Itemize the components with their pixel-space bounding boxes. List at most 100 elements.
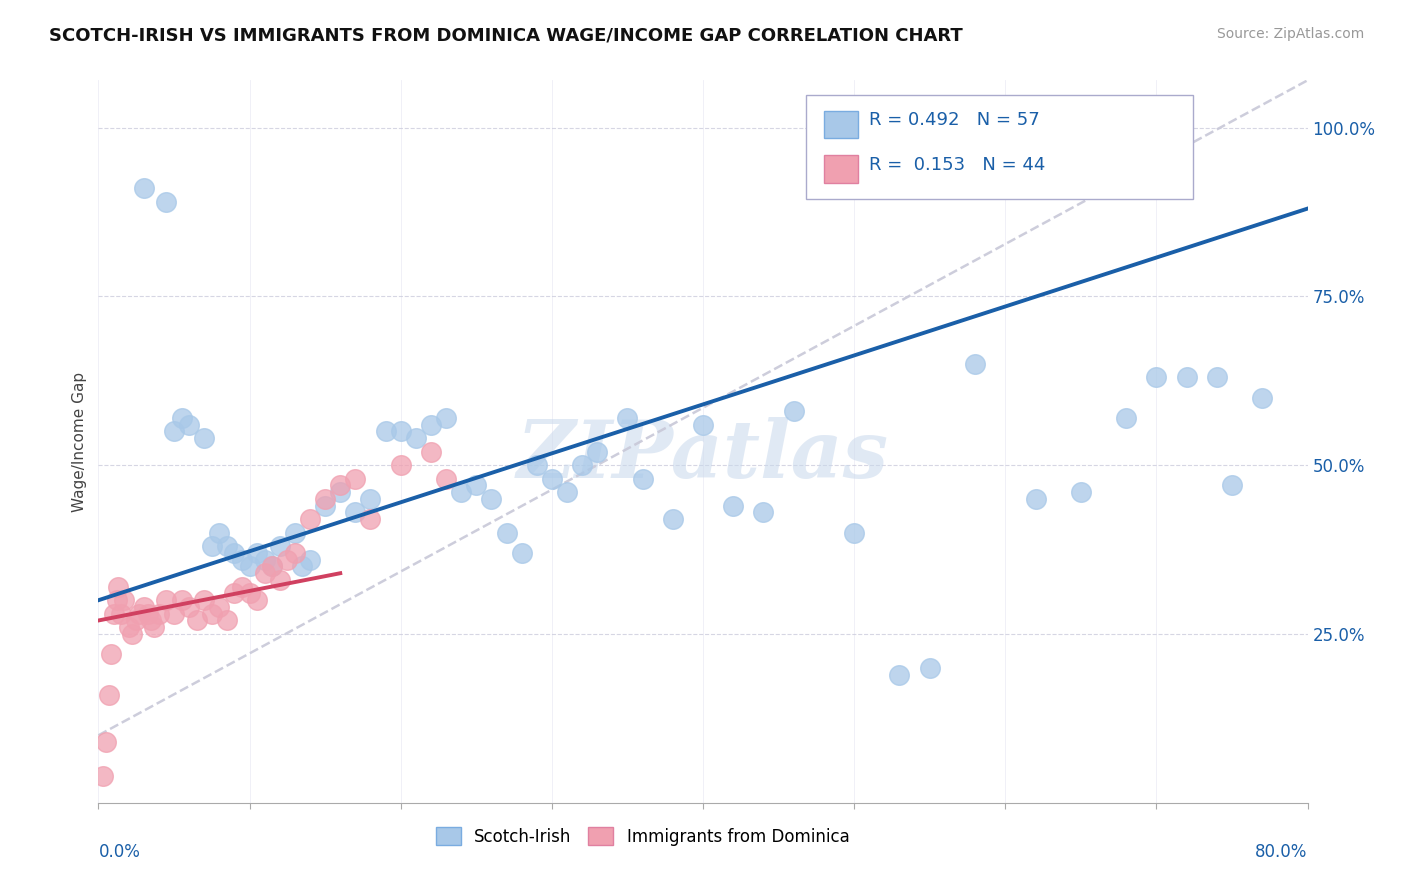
Point (132, 599, 155, 614)
Point (170, 593, 193, 607)
Point (510, 546, 533, 560)
Point (420, 417, 443, 432)
Point (918, 661, 941, 675)
Point (329, 485, 352, 500)
Point (783, 404, 806, 418)
Text: 0.0%: 0.0% (98, 843, 141, 861)
Point (889, 667, 911, 681)
Point (136, 607, 159, 621)
Point (179, 417, 201, 432)
Point (155, 194, 177, 209)
Point (314, 491, 336, 506)
Point (118, 620, 141, 634)
Point (284, 525, 307, 540)
Point (98, 688, 121, 702)
Point (128, 607, 150, 621)
Y-axis label: Wage/Income Gap: Wage/Income Gap (72, 371, 87, 512)
Point (752, 505, 775, 519)
Point (571, 458, 593, 472)
Point (965, 357, 987, 371)
Text: 80.0%: 80.0% (1256, 843, 1308, 861)
Point (299, 552, 322, 566)
Point (239, 586, 262, 600)
Point (495, 525, 517, 540)
Point (193, 431, 215, 445)
Point (100, 647, 122, 661)
Point (208, 599, 231, 614)
Point (231, 580, 253, 594)
Point (465, 478, 488, 492)
Point (107, 580, 129, 594)
Text: SCOTCH-IRISH VS IMMIGRANTS FROM DOMINICA WAGE/INCOME GAP CORRELATION CHART: SCOTCH-IRISH VS IMMIGRANTS FROM DOMINICA… (49, 27, 963, 45)
Point (526, 458, 548, 472)
Point (224, 586, 246, 600)
Point (121, 627, 143, 641)
Point (723, 499, 745, 513)
Point (360, 491, 382, 506)
Point (91, 769, 114, 783)
Point (148, 607, 170, 621)
Point (215, 614, 238, 628)
Point (186, 614, 208, 628)
Point (1024, 491, 1046, 506)
Point (253, 552, 276, 566)
Point (163, 425, 186, 439)
Point (631, 472, 654, 486)
FancyBboxPatch shape (824, 155, 858, 183)
Point (231, 552, 253, 566)
FancyBboxPatch shape (824, 111, 858, 138)
Point (374, 425, 396, 439)
Point (276, 552, 298, 566)
Point (692, 417, 714, 432)
Point (291, 559, 314, 574)
Point (262, 559, 284, 574)
Point (269, 573, 291, 587)
Point (1220, 478, 1243, 492)
Point (105, 593, 128, 607)
Point (125, 614, 148, 628)
Point (94, 735, 117, 749)
Point (143, 620, 166, 634)
Point (314, 499, 336, 513)
Point (253, 566, 276, 581)
Point (112, 593, 135, 607)
Point (201, 539, 224, 553)
Point (434, 411, 457, 425)
Point (132, 181, 155, 195)
Point (103, 607, 125, 621)
Point (170, 411, 193, 425)
Point (1070, 485, 1092, 500)
Point (1175, 370, 1198, 384)
FancyBboxPatch shape (806, 95, 1192, 200)
Point (239, 559, 262, 574)
Point (1251, 391, 1274, 405)
Point (661, 512, 683, 526)
Point (246, 546, 269, 560)
Point (110, 607, 132, 621)
Point (586, 444, 609, 458)
Point (405, 431, 427, 445)
Point (389, 425, 412, 439)
Point (246, 593, 269, 607)
Point (163, 607, 186, 621)
Point (299, 512, 322, 526)
Point (555, 485, 578, 500)
Point (262, 559, 284, 574)
Point (141, 614, 163, 628)
Point (481, 491, 503, 506)
Point (616, 411, 638, 425)
Point (329, 478, 352, 492)
Point (844, 525, 866, 540)
Point (1146, 370, 1168, 384)
Point (224, 546, 246, 560)
Point (434, 472, 457, 486)
Point (540, 472, 562, 486)
Point (155, 593, 177, 607)
Text: Source: ZipAtlas.com: Source: ZipAtlas.com (1216, 27, 1364, 41)
Point (344, 505, 367, 519)
Point (208, 525, 231, 540)
Point (344, 472, 367, 486)
Text: ZIPatlas: ZIPatlas (517, 417, 889, 495)
Point (284, 546, 307, 560)
Text: R = 0.492   N = 57: R = 0.492 N = 57 (869, 112, 1039, 129)
